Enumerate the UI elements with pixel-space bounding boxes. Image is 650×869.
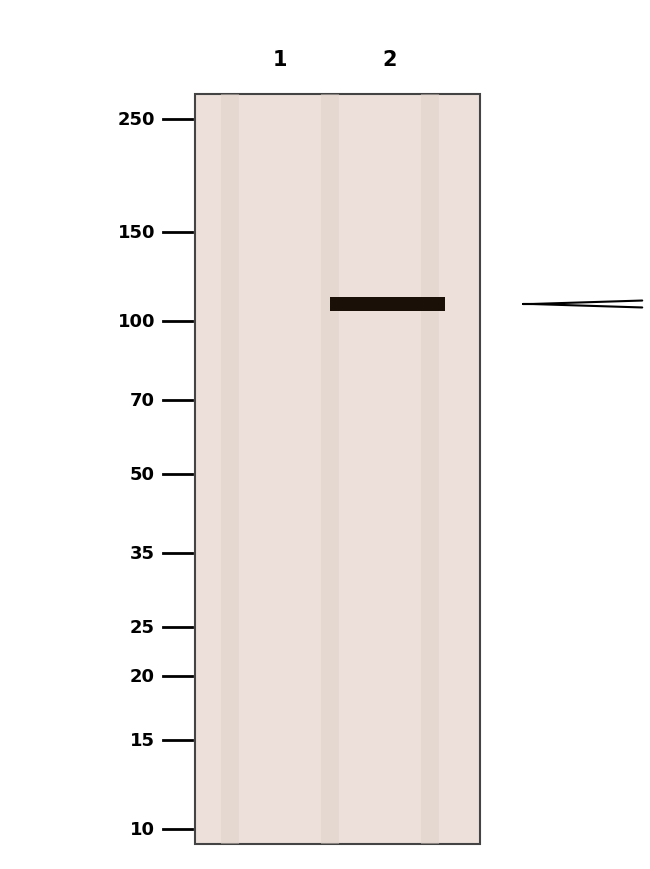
Text: 150: 150 (118, 223, 155, 242)
Text: 2: 2 (383, 50, 397, 70)
Text: 250: 250 (118, 111, 155, 129)
Bar (321, 95, 339, 844)
Text: 100: 100 (118, 313, 155, 331)
Text: 70: 70 (130, 391, 155, 409)
Text: 35: 35 (130, 544, 155, 562)
Text: 15: 15 (130, 731, 155, 749)
Text: 20: 20 (130, 667, 155, 686)
Text: 10: 10 (130, 820, 155, 838)
Bar (195, 95, 480, 844)
Bar (421, 95, 439, 844)
Text: 1: 1 (273, 50, 287, 70)
Bar (221, 95, 239, 844)
Text: 50: 50 (130, 466, 155, 483)
Bar (330, 298, 445, 312)
Text: 25: 25 (130, 618, 155, 636)
